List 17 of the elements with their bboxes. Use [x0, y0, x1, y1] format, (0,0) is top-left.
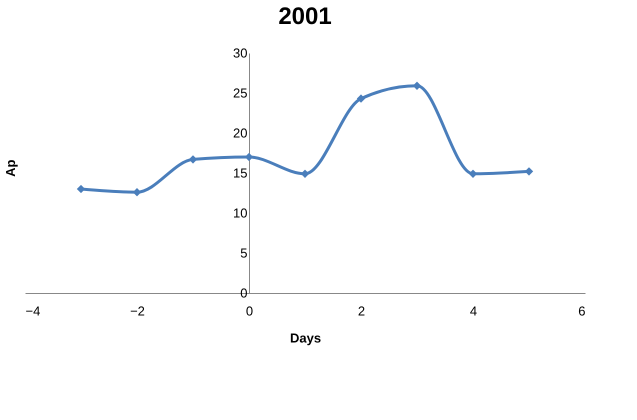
y-tick-label: 15: [233, 166, 248, 180]
chart-title: 2001: [278, 3, 332, 30]
x-tick-label: −4: [26, 304, 40, 318]
x-tick-label: 4: [470, 304, 478, 318]
x-tick-label: −2: [130, 304, 145, 318]
y-tick-label: 5: [240, 246, 248, 260]
x-axis-title: Days: [290, 330, 322, 346]
point: [76, 184, 86, 194]
point: [356, 94, 366, 103]
y-tick-label: 30: [233, 46, 248, 60]
y-tick-label: 25: [233, 86, 248, 100]
y-axis-title: Ap: [3, 159, 18, 177]
x-tick-label: 6: [578, 304, 586, 318]
y-tick-label: 0: [240, 286, 248, 300]
y-tick-label: 10: [233, 206, 248, 220]
x-tick-label: 2: [358, 304, 366, 318]
y-tick-label: 20: [233, 126, 248, 140]
